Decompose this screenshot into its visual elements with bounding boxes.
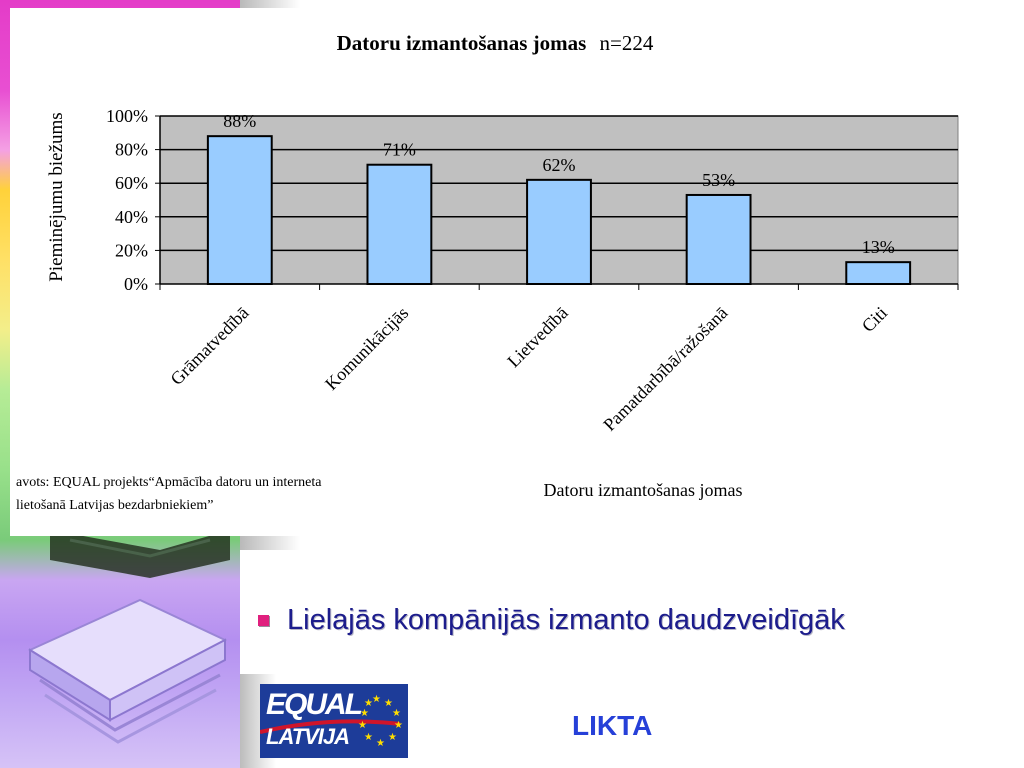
bar — [206, 135, 273, 285]
bar-value-label: 88% — [223, 111, 256, 131]
svg-text:★: ★ — [364, 732, 373, 743]
svg-text:★: ★ — [372, 694, 381, 705]
category-label: Pamatdarbībā/ražošanā — [599, 303, 731, 435]
y-tick-label: 20% — [115, 240, 148, 260]
bar — [366, 163, 433, 285]
svg-text:★: ★ — [360, 708, 369, 719]
logo-swoosh — [260, 719, 401, 734]
category-label: Komunikācijās — [321, 303, 412, 394]
eu-stars-icon: ★ ★★ ★★★ ★★★ ★ — [358, 694, 403, 749]
bar — [526, 178, 592, 285]
svg-text:★: ★ — [392, 708, 401, 719]
svg-text:★: ★ — [394, 720, 403, 731]
bar-value-label: 53% — [702, 170, 735, 190]
bullet-square-icon — [258, 615, 269, 626]
y-tick-label: 40% — [115, 207, 148, 227]
logo-equal-text: EQUAL — [266, 688, 363, 721]
books-image — [27, 598, 228, 744]
bar-chart: 0% 20% 40% 60% 80% 100% 88% Grāmatvedībā 71% Komu… — [16, 31, 959, 513]
equal-latvija-logo: ★ ★ ★ ★ ★ ★ ★ ★ ★ ★ EQUAL LATVIJA — [260, 684, 408, 758]
category-label: Lietvedībā — [503, 303, 572, 372]
svg-text:★: ★ — [384, 698, 393, 709]
category-label: Grāmatvedībā — [166, 303, 252, 389]
svg-text:★: ★ — [376, 738, 385, 749]
bar-value-label: 62% — [543, 155, 576, 175]
book-image-dark — [50, 530, 230, 578]
bottom-shadow-fade — [240, 534, 300, 550]
y-axis-label: Pieminējumu biežums — [46, 112, 67, 281]
org-name: LIKTA — [572, 710, 653, 741]
x-axis-label: Datoru izmantošanas jomas — [544, 480, 743, 500]
category-label: Citi — [858, 303, 891, 336]
bar — [685, 193, 752, 286]
bullet-point: Lielajās kompānijās izmanto daudzveidīgā… — [258, 604, 845, 637]
y-tick-label: 100% — [106, 106, 148, 126]
y-tick-label: 80% — [115, 140, 148, 160]
bar-value-label: 13% — [862, 237, 895, 257]
bar — [845, 261, 912, 286]
chart-title: Datoru izmantošanas jomas n=224 — [337, 31, 654, 55]
y-tick-label: 0% — [124, 274, 148, 294]
source-line-2: lietošanā Latvijas bezdarbniekiem” — [16, 498, 213, 513]
bullet-text: Lielajās kompānijās izmanto daudzveidīgā… — [287, 604, 845, 636]
svg-text:★: ★ — [364, 698, 373, 709]
svg-text:★: ★ — [388, 732, 397, 743]
svg-text:★: ★ — [358, 720, 367, 731]
y-tick-label: 60% — [115, 173, 148, 193]
bar-value-label: 71% — [383, 140, 416, 160]
source-line-1: avots: EQUAL projekts“Apmācība datoru un… — [16, 475, 322, 490]
logo-latvija-text: LATVIJA — [266, 724, 350, 749]
